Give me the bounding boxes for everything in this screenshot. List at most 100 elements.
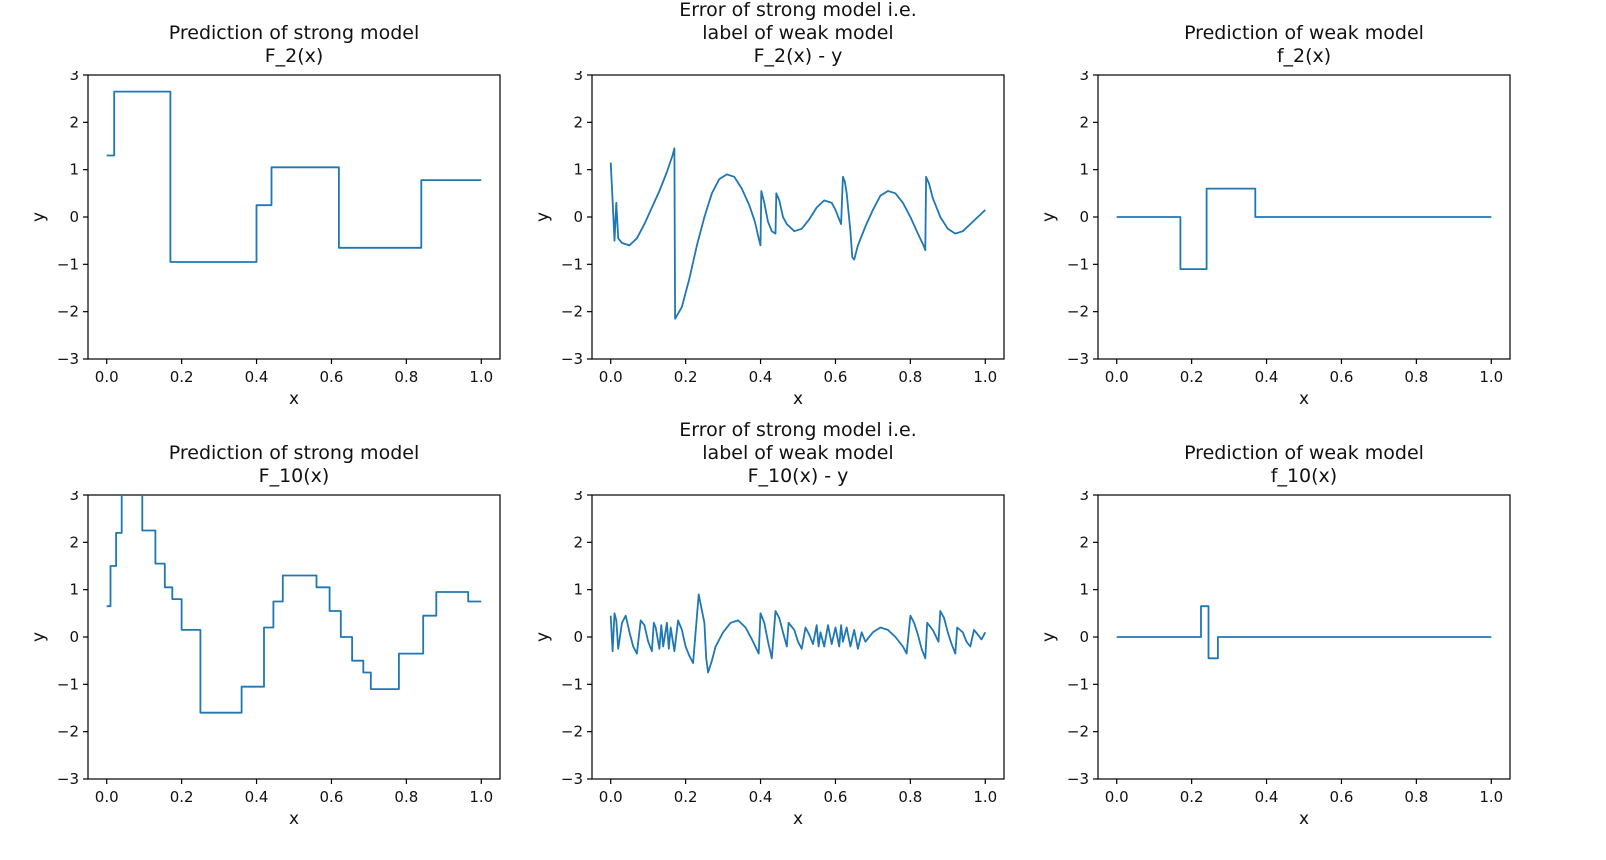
svg-text:y: y xyxy=(1039,632,1059,642)
svg-text:−3: −3 xyxy=(1067,350,1089,368)
svg-text:0.2: 0.2 xyxy=(170,788,194,806)
svg-text:1.0: 1.0 xyxy=(469,788,493,806)
svg-text:3: 3 xyxy=(1079,71,1089,84)
svg-text:0.0: 0.0 xyxy=(95,788,119,806)
svg-text:2: 2 xyxy=(573,113,583,131)
line-plot-error-10: 0.0 0.2 0.4 0.6 0.8 1.0 −3 −2 −1 0 1 2 3 x y xyxy=(533,491,1005,829)
svg-text:0.4: 0.4 xyxy=(749,368,773,386)
svg-text:2: 2 xyxy=(1079,533,1089,551)
svg-text:0.0: 0.0 xyxy=(1105,788,1129,806)
svg-text:0.6: 0.6 xyxy=(1330,368,1354,386)
svg-text:2: 2 xyxy=(573,533,583,551)
line-plot-error-2: 0.0 0.2 0.4 0.6 0.8 1.0 −3 −2 −1 0 1 2 3 x y xyxy=(533,71,1005,409)
svg-text:0.0: 0.0 xyxy=(599,368,623,386)
svg-text:0.8: 0.8 xyxy=(394,368,418,386)
svg-text:1.0: 1.0 xyxy=(469,368,493,386)
svg-text:−3: −3 xyxy=(561,350,583,368)
svg-text:x: x xyxy=(793,389,803,409)
svg-text:x: x xyxy=(1299,809,1309,829)
svg-text:y: y xyxy=(29,632,49,642)
svg-text:2: 2 xyxy=(69,533,79,551)
svg-text:0.6: 0.6 xyxy=(824,788,848,806)
chart-title: Error of strong model i.e. label of weak… xyxy=(679,419,917,487)
svg-text:0.0: 0.0 xyxy=(1105,368,1129,386)
svg-text:0.4: 0.4 xyxy=(245,368,269,386)
line-plot-strong-10: 0.0 0.2 0.4 0.6 0.8 1.0 −3 −2 −1 0 1 2 3 x y xyxy=(29,491,501,829)
svg-text:0.6: 0.6 xyxy=(824,368,848,386)
svg-text:2: 2 xyxy=(69,113,79,131)
subplot-strong-model-10: Prediction of strong model F_10(x) 0.0 0.… xyxy=(26,420,516,831)
svg-text:−1: −1 xyxy=(561,675,583,693)
chart-title: Prediction of strong model F_2(x) xyxy=(168,22,420,67)
svg-text:1: 1 xyxy=(573,161,583,179)
svg-text:−3: −3 xyxy=(1067,770,1089,788)
svg-text:1: 1 xyxy=(69,161,79,179)
subplot-weak-model-2: Prediction of weak model f_2(x) 0.0 0.2 0.… xyxy=(1036,0,1526,411)
svg-text:0.2: 0.2 xyxy=(674,788,698,806)
svg-text:y: y xyxy=(533,212,553,222)
svg-text:−2: −2 xyxy=(1067,723,1089,741)
svg-text:0.4: 0.4 xyxy=(1255,788,1279,806)
svg-text:3: 3 xyxy=(69,71,79,84)
svg-text:0: 0 xyxy=(69,628,79,646)
svg-text:0.0: 0.0 xyxy=(599,788,623,806)
chart-title: Prediction of strong model F_10(x) xyxy=(168,442,420,487)
svg-text:−1: −1 xyxy=(1067,675,1089,693)
svg-text:0.4: 0.4 xyxy=(1255,368,1279,386)
chart-title: Error of strong model i.e. label of weak… xyxy=(679,0,917,67)
subplot-weak-model-10: Prediction of weak model f_10(x) 0.0 0.2 0… xyxy=(1036,420,1526,831)
svg-text:1: 1 xyxy=(573,581,583,599)
svg-text:x: x xyxy=(793,809,803,829)
subplot-error-10: Error of strong model i.e. label of weak… xyxy=(530,419,1020,831)
svg-text:3: 3 xyxy=(69,491,79,504)
svg-text:x: x xyxy=(289,389,299,409)
svg-text:0.8: 0.8 xyxy=(898,788,922,806)
svg-text:y: y xyxy=(533,632,553,642)
svg-text:0.8: 0.8 xyxy=(898,368,922,386)
svg-text:−1: −1 xyxy=(1067,255,1089,273)
svg-text:−2: −2 xyxy=(57,303,79,321)
svg-text:y: y xyxy=(1039,212,1059,222)
svg-text:0.6: 0.6 xyxy=(320,788,344,806)
svg-text:−1: −1 xyxy=(561,255,583,273)
svg-text:0.2: 0.2 xyxy=(674,368,698,386)
svg-text:1.0: 1.0 xyxy=(1479,788,1503,806)
svg-text:1.0: 1.0 xyxy=(973,788,997,806)
svg-text:−3: −3 xyxy=(57,770,79,788)
svg-text:0: 0 xyxy=(1079,208,1089,226)
svg-text:y: y xyxy=(29,212,49,222)
svg-text:0: 0 xyxy=(69,208,79,226)
svg-text:−1: −1 xyxy=(57,675,79,693)
line-plot-weak-10: 0.0 0.2 0.4 0.6 0.8 1.0 −3 −2 −1 0 1 2 3 x y xyxy=(1039,491,1511,829)
svg-text:x: x xyxy=(1299,389,1309,409)
svg-text:x: x xyxy=(289,809,299,829)
svg-text:0.4: 0.4 xyxy=(749,788,773,806)
svg-text:0: 0 xyxy=(1079,628,1089,646)
svg-text:0.2: 0.2 xyxy=(170,368,194,386)
svg-text:0.2: 0.2 xyxy=(1180,368,1204,386)
chart-title: Prediction of weak model f_10(x) xyxy=(1184,442,1424,487)
svg-text:3: 3 xyxy=(1079,491,1089,504)
svg-text:0.6: 0.6 xyxy=(320,368,344,386)
svg-text:−2: −2 xyxy=(1067,303,1089,321)
svg-text:3: 3 xyxy=(573,71,583,84)
line-plot-strong-2: 0.0 0.2 0.4 0.6 0.8 1.0 −3 −2 −1 0 1 2 3 x y xyxy=(29,71,501,409)
svg-text:2: 2 xyxy=(1079,113,1089,131)
svg-text:1: 1 xyxy=(69,581,79,599)
subplot-error-2: Error of strong model i.e. label of weak… xyxy=(530,0,1020,411)
svg-text:0.8: 0.8 xyxy=(1404,368,1428,386)
svg-text:0.8: 0.8 xyxy=(394,788,418,806)
svg-text:0.0: 0.0 xyxy=(95,368,119,386)
svg-text:−3: −3 xyxy=(57,350,79,368)
svg-text:−2: −2 xyxy=(57,723,79,741)
svg-text:1: 1 xyxy=(1079,581,1089,599)
subplot-strong-model-2: Prediction of strong model F_2(x) 0.0 0.2… xyxy=(26,0,516,411)
svg-text:0.2: 0.2 xyxy=(1180,788,1204,806)
svg-text:0.8: 0.8 xyxy=(1404,788,1428,806)
line-plot-weak-2: 0.0 0.2 0.4 0.6 0.8 1.0 −3 −2 −1 0 1 2 3 x y xyxy=(1039,71,1511,409)
svg-text:−1: −1 xyxy=(57,255,79,273)
svg-text:0.4: 0.4 xyxy=(245,788,269,806)
svg-text:−2: −2 xyxy=(561,303,583,321)
svg-text:0: 0 xyxy=(573,208,583,226)
